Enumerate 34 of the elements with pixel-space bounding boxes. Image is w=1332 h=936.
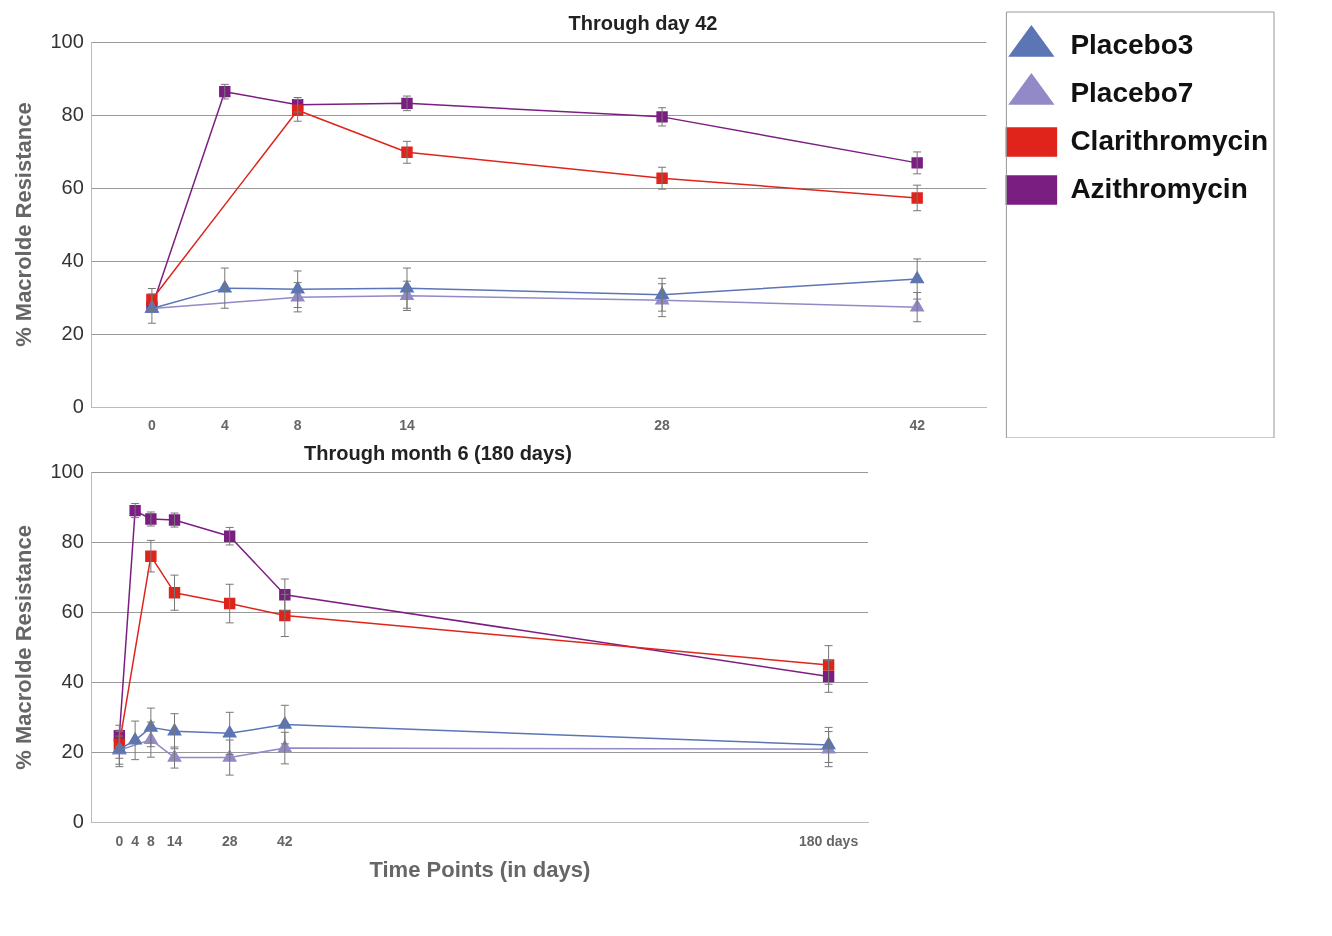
x-tick-label: 42 [909,417,926,434]
y-tick-label: 100 [50,29,84,52]
y-tick-label: 20 [61,321,84,344]
legend-label: Placebo3 [1070,28,1194,60]
x-tick-label: 0 [115,833,124,850]
legend-label: Placebo7 [1070,76,1194,108]
legend-label: Clarithromycin [1070,124,1269,156]
y-tick-label: 40 [61,248,84,271]
y-tick-label: 80 [61,102,84,125]
x-tick-label: 180 days [799,833,859,850]
y-tick-label: 80 [61,529,84,552]
y-tick-label: 60 [61,175,84,198]
x-tick-label: 14 [399,417,415,434]
chart-title: Through day 42 [568,11,718,34]
x-tick-label: 4 [220,417,229,434]
y-tick-label: 100 [50,459,84,482]
y-axis-title: % Macrolde Resistance [11,102,37,347]
x-tick-label: 8 [146,833,155,850]
x-tick-label: 0 [148,417,156,434]
chart-title: Through month 6 (180 days) [304,441,572,464]
x-tick-label: 28 [654,417,671,434]
y-tick-label: 20 [61,740,84,763]
x-tick-label: 42 [277,833,293,850]
y-tick-label: 60 [61,599,84,622]
x-tick-label: 8 [293,417,302,434]
y-tick-label: 40 [61,670,84,692]
y-tick-label: 0 [72,394,84,417]
x-tick-label: 28 [221,833,238,850]
x-axis-title: Time Points (in days) [369,856,591,882]
x-tick-label: 4 [131,833,140,850]
x-tick-label: 14 [166,833,183,850]
legend-label: Azithromycin [1070,172,1248,204]
y-tick-label: 0 [72,810,84,833]
y-axis-title: % Macrolde Resistance [11,525,37,770]
